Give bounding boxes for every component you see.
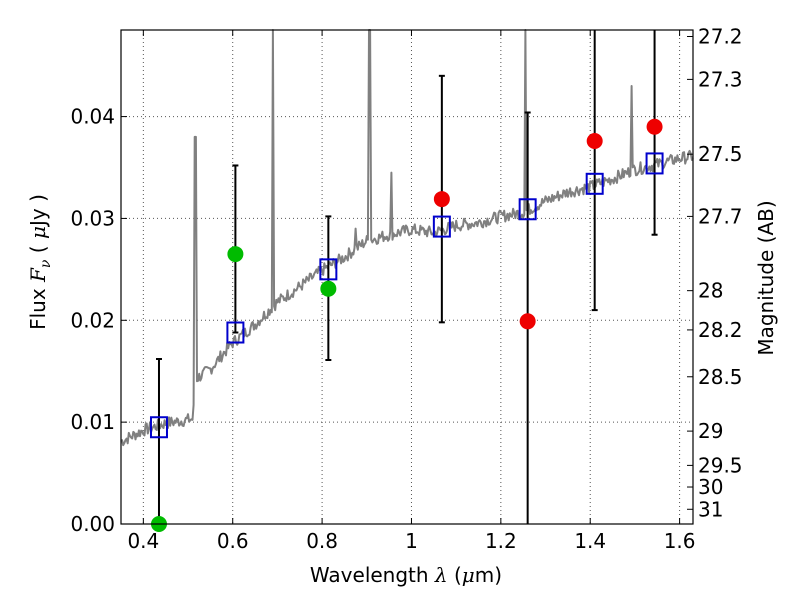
- mag-tick-label: 28.5: [698, 365, 743, 389]
- mag-tick-label: 28: [698, 279, 723, 303]
- gridlines: [121, 30, 693, 524]
- y-tick-label: 0.01: [70, 410, 115, 434]
- model-spectrum-line: [120, 29, 694, 447]
- y-tick-label: 0.00: [70, 512, 115, 536]
- x-tick-label: 1.2: [485, 529, 517, 553]
- observed-flux-point: [227, 246, 244, 263]
- model-flux-square: [226, 321, 245, 344]
- mag-tick-label: 27.2: [698, 24, 743, 48]
- model-flux-square: [432, 215, 451, 238]
- observed-flux-point: [433, 191, 450, 208]
- model-flux-square: [149, 416, 168, 439]
- mag-tick-label: 31: [698, 497, 723, 521]
- mag-tick-label: 28.2: [698, 318, 743, 342]
- x-tick-label: 1.4: [574, 529, 606, 553]
- model-flux-square: [518, 198, 537, 221]
- data-markers: [149, 118, 664, 532]
- x-tick-label: 0.4: [127, 529, 159, 553]
- y-tick-label: 0.03: [70, 206, 115, 230]
- model-spectrum: [120, 29, 694, 447]
- y-axis-right-label: Magnitude (AB): [754, 200, 778, 355]
- x-tick-label: 0.8: [306, 529, 338, 553]
- observed-flux-point: [586, 133, 603, 150]
- mag-tick-label: 27.5: [698, 142, 743, 166]
- model-flux-square: [645, 152, 664, 175]
- x-tick-label: 1.6: [664, 529, 696, 553]
- mag-tick-label: 29.5: [698, 453, 743, 477]
- y-axis-label: Flux Fν ( μJy ): [26, 194, 54, 330]
- y-tick-label: 0.02: [70, 308, 115, 332]
- mag-tick-label: 27.3: [698, 67, 743, 91]
- mag-tick-label: 29: [698, 419, 723, 443]
- model-flux-square: [319, 258, 338, 281]
- observed-flux-point: [646, 118, 663, 135]
- observed-flux-point: [519, 313, 536, 330]
- x-axis-label: Wavelength λ (μm): [310, 563, 502, 587]
- y-tick-label: 0.04: [70, 105, 115, 129]
- observed-flux-point: [320, 280, 337, 297]
- mag-tick-label: 27.7: [698, 204, 743, 228]
- model-flux-square: [585, 172, 604, 195]
- mag-tick-label: 30: [698, 475, 723, 499]
- axis-ticks: 0.4 0.6 0.8 1 1.2 1.4 1.6 0.00 0.01 0.02 0.03 0.04 2…: [70, 24, 742, 553]
- plot-frame: [120, 29, 694, 525]
- x-tick-label: 1: [405, 529, 418, 553]
- x-tick-label: 0.6: [217, 529, 249, 553]
